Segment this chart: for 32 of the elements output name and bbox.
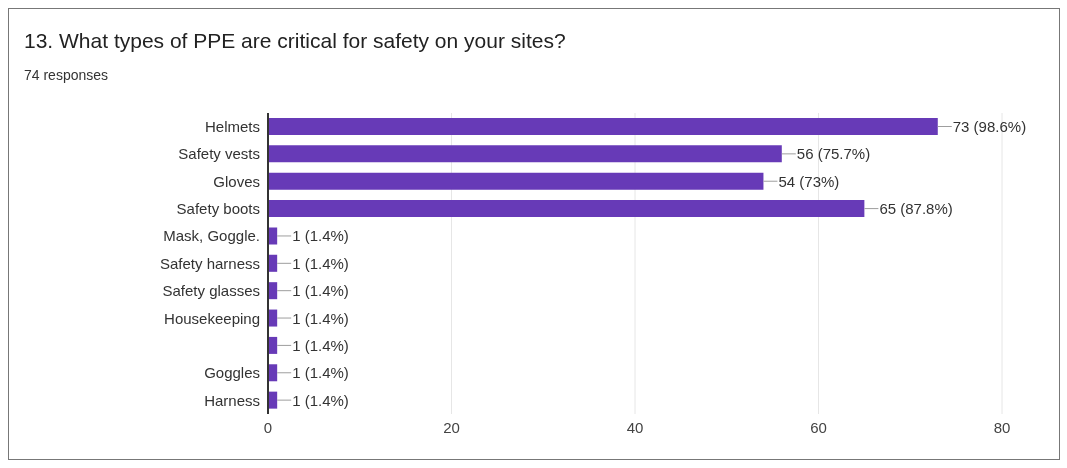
data-label: 1 (1.4%)	[292, 254, 349, 272]
y-tick-label: Helmets	[204, 118, 260, 136]
data-label: 1 (1.4%)	[292, 309, 349, 327]
y-tick-label: Gloves	[213, 172, 260, 190]
bar	[268, 118, 938, 135]
chart-title: 13. What types of PPE are critical for safety on your sites?	[24, 29, 566, 53]
data-label: 1 (1.4%)	[292, 282, 349, 300]
x-tick-label: 80	[993, 418, 1011, 436]
y-tick-label: Safety glasses	[162, 282, 260, 300]
bar	[268, 172, 764, 190]
bar	[268, 200, 865, 218]
data-label: 1 (1.4%)	[292, 391, 349, 409]
y-tick-label: Mask, Goggle.	[163, 227, 260, 245]
bar	[268, 145, 782, 163]
y-tick-label: Safety vests	[178, 145, 260, 163]
x-tick-label: 40	[626, 418, 644, 436]
data-label: 56 (75.7%)	[796, 145, 871, 163]
y-tick-label: Harness	[204, 391, 260, 409]
x-tick-label: 0	[263, 418, 273, 436]
y-tick-label: Housekeeping	[164, 309, 260, 327]
y-tick-label: Safety harness	[159, 254, 260, 272]
text: 74 responses	[24, 67, 109, 83]
data-label: 1 (1.4%)	[292, 364, 349, 382]
data-label: 65 (87.8%)	[879, 200, 953, 218]
x-tick-label: 60	[810, 418, 827, 436]
y-tick-label: Goggles	[204, 364, 260, 382]
x-tick-label: 20	[443, 418, 460, 436]
data-label: 1 (1.4%)	[292, 336, 349, 354]
y-tick-label: Safety boots	[176, 200, 260, 218]
data-label: 73 (98.6%)	[952, 118, 1027, 135]
data-label: 54 (73%)	[778, 172, 840, 190]
data-label: 1 (1.4%)	[292, 227, 349, 245]
